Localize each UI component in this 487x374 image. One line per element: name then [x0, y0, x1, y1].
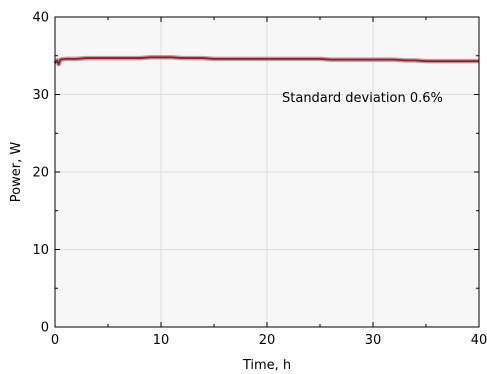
x-tick-label-20: 20 [259, 333, 276, 348]
grid-lines [55, 17, 479, 327]
series-power-line [54, 56, 479, 66]
axes [54, 16, 480, 328]
x-tick-label-40: 40 [471, 333, 487, 348]
y-tick-label-10: 10 [32, 243, 49, 258]
x-axis-label: Time, h [242, 358, 291, 373]
x-tick-label-30: 30 [365, 333, 382, 348]
std-deviation-annotation: Standard deviation 0.6% [282, 91, 443, 106]
series-power-polyline [54, 56, 479, 66]
y-tick-label-20: 20 [32, 166, 49, 181]
x-tick-label-0: 0 [51, 333, 59, 348]
tick-labels: 0 10 20 30 40 0 10 20 30 40 [32, 11, 487, 349]
y-tick-label-30: 30 [32, 88, 49, 103]
y-tick-label-40: 40 [32, 11, 49, 26]
x-tick-label-10: 10 [153, 333, 170, 348]
y-axis-label: Power, W [9, 142, 24, 203]
y-tick-label-0: 0 [41, 321, 49, 336]
